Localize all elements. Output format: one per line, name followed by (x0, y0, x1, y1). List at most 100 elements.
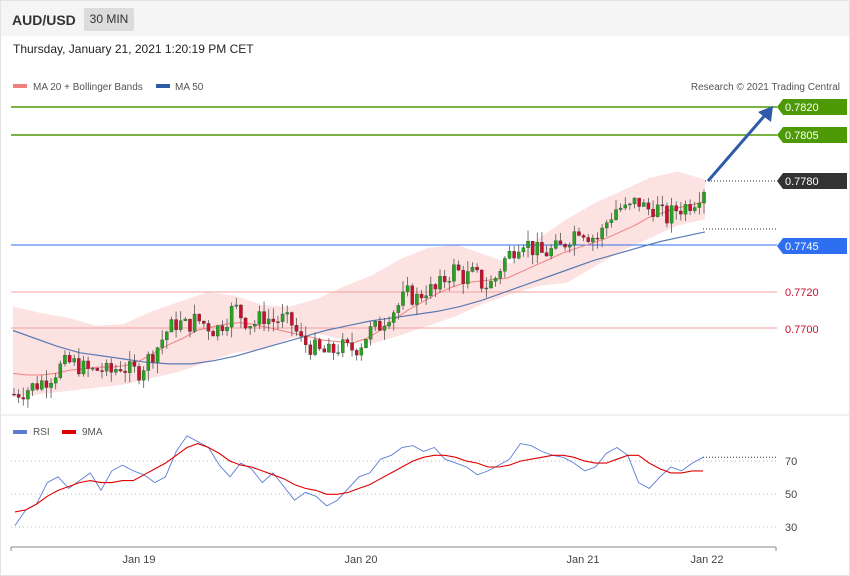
candle-body (669, 205, 674, 224)
x-tick-jan19: Jan 19 (122, 554, 155, 566)
candle-body (683, 204, 688, 215)
candle-body (378, 321, 382, 331)
candle-body (540, 242, 544, 253)
candle-body (178, 320, 183, 330)
rsi-ma-legend-swatch (62, 430, 76, 434)
bollinger-band (13, 171, 705, 398)
candle-body (220, 325, 225, 332)
candle-body (322, 348, 327, 353)
price-tag-last (777, 173, 847, 189)
price-tag-pivot-label: 0.7745 (785, 241, 819, 253)
candle-body (614, 209, 618, 220)
candle-body (183, 318, 188, 321)
candle-body (489, 281, 493, 289)
candle-body (558, 240, 563, 245)
candle-body (387, 322, 391, 327)
price-tag-last-label: 0.7780 (785, 176, 819, 188)
candle-body (567, 245, 572, 248)
candle-body (197, 313, 201, 322)
candle-body (118, 369, 123, 372)
candle-body (470, 266, 475, 272)
candle-body (544, 252, 549, 257)
candle-body (632, 197, 637, 205)
candle-body (299, 331, 303, 337)
candle-body (234, 304, 239, 307)
candle-body (679, 210, 683, 215)
candle-body (141, 370, 146, 381)
candle-body (169, 319, 174, 333)
candle-body (688, 204, 692, 211)
candle-body (331, 343, 336, 353)
candle-body (40, 380, 44, 390)
ma20-legend-swatch (13, 84, 27, 88)
candle-body (202, 320, 206, 324)
candle-body (109, 363, 113, 373)
candle-body (517, 251, 521, 259)
candle-body (651, 208, 655, 217)
candle-body (572, 231, 577, 246)
copyright-text: Research © 2021 Trading Central (691, 82, 840, 93)
candle-body (72, 358, 76, 363)
candle-body (225, 326, 229, 332)
candle-body (665, 205, 669, 224)
candle-body (160, 339, 164, 348)
candle-body (461, 269, 465, 284)
candle-body (660, 204, 665, 207)
candle-body (294, 325, 299, 332)
candle-body (674, 205, 678, 212)
candle-body (646, 202, 651, 210)
candle-body (655, 204, 660, 217)
candle-body (419, 293, 424, 299)
ma50-line (12, 231, 706, 365)
candle-body (595, 237, 600, 240)
candle-body (86, 360, 90, 369)
candle-body (12, 393, 16, 396)
candle-body (345, 339, 350, 343)
candle-body (498, 271, 502, 279)
candle-body (165, 331, 169, 341)
candle-body (702, 192, 706, 204)
candle-body (364, 339, 368, 348)
candle-body (341, 339, 345, 353)
rsi-legend-label: RSI (33, 427, 50, 438)
candle-body (503, 258, 507, 272)
candle-body (67, 355, 72, 363)
candle-body (424, 295, 428, 299)
price-tag-target-2-label: 0.7805 (785, 130, 819, 142)
candle-body (456, 264, 461, 271)
candle-body (146, 354, 151, 371)
candle-body (21, 397, 26, 400)
candle-body (415, 293, 419, 305)
candle-body (30, 383, 35, 391)
candle-body (35, 383, 39, 390)
candle-body (271, 318, 276, 322)
candle-body (317, 339, 322, 349)
candle-body (95, 368, 100, 371)
candle-body (623, 204, 628, 209)
price-tag-pivot (777, 238, 847, 254)
candle-body (405, 285, 410, 292)
price-tag-target-2 (777, 127, 847, 143)
candle-body (581, 235, 586, 238)
candle-body (637, 197, 641, 207)
candle-body (591, 237, 595, 243)
candle-body (618, 207, 623, 210)
candle-body (359, 347, 364, 356)
candle-body (391, 312, 396, 323)
candle-body (280, 313, 285, 322)
timeframe-button[interactable]: 30 MIN (84, 8, 134, 31)
candle-body (44, 380, 49, 388)
price-tag-support-1-label: 0.7720 (785, 287, 819, 299)
candle-body (285, 312, 289, 315)
candle-body (382, 325, 387, 331)
candle-body (549, 248, 553, 257)
price-tag-target-1 (777, 99, 847, 115)
rsi-tick-30: 30 (785, 522, 797, 534)
candle-body (137, 366, 141, 381)
symbol-title: AUD/USD (12, 12, 76, 28)
rsi-legend-swatch (13, 430, 27, 434)
candle-body (535, 242, 540, 256)
candle-body (290, 312, 294, 326)
candle-body (433, 284, 438, 290)
